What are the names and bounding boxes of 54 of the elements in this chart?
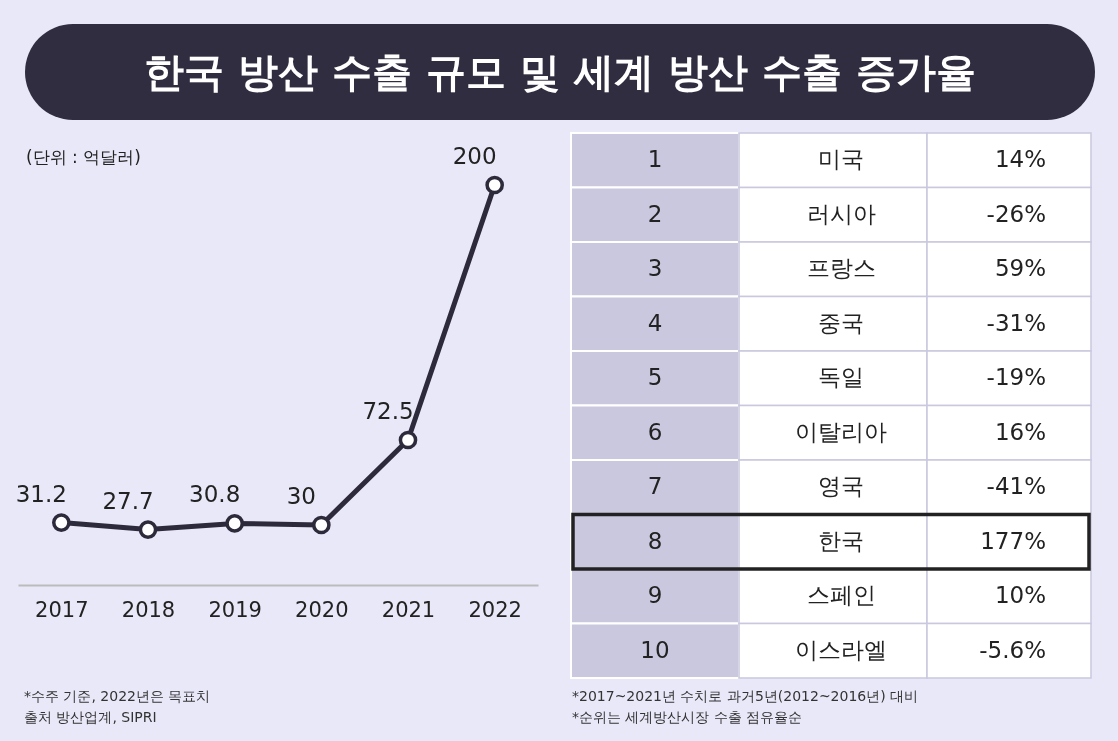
y2-tick-label: 이스라엘 xyxy=(795,636,887,663)
data-label: 10% xyxy=(994,582,1046,609)
point xyxy=(225,514,244,533)
y-tick-label: 5 xyxy=(647,364,663,391)
text: *수주 기준, 2022년은 목표치 xyxy=(24,687,211,706)
data-label: 31.2 xyxy=(15,480,67,507)
point xyxy=(138,520,158,539)
data-label: -5.6% xyxy=(979,636,1046,663)
data-label: 30.8 xyxy=(189,481,241,508)
y2-tick-label: 영국 xyxy=(818,473,864,500)
y-axis-title: (단위 : 억달러) xyxy=(26,146,141,169)
chart-title: 한국 방산 수출 규모 및 세계 방산 수출 증가율 xyxy=(25,24,1095,120)
source-note: 출처 방산업계, SIPRI xyxy=(24,708,158,727)
y2-tick-label: 스페인 xyxy=(806,582,876,609)
data-label: -31% xyxy=(986,309,1046,336)
text: *2017~2021년 수치로 과거5년(2012~2016년) 대비 xyxy=(572,687,919,706)
y-tick-label: 4 xyxy=(647,309,663,336)
y2-tick-label: 미국 xyxy=(818,146,864,173)
data-label: -19% xyxy=(986,364,1046,391)
data-label: -41% xyxy=(986,473,1046,500)
x-tick-label: 2017 xyxy=(35,597,89,622)
y-tick-label: 2 xyxy=(647,200,663,227)
y-tick-label: 10 xyxy=(640,636,670,663)
data-label: 27.7 xyxy=(102,487,154,514)
y2-tick-label: 한국 xyxy=(818,527,864,554)
y2-tick-label: 프랑스 xyxy=(806,255,876,282)
y-tick-label: 3 xyxy=(647,255,663,282)
point xyxy=(52,513,71,532)
y-tick-label: 7 xyxy=(647,473,663,500)
data-label: 30 xyxy=(286,483,316,509)
y2-tick-label: 독일 xyxy=(818,364,864,391)
data-label: 200 xyxy=(452,143,497,169)
y2-tick-label: 이탈리아 xyxy=(795,418,887,445)
x-tick-label: 2021 xyxy=(381,597,436,622)
y-tick-label: 9 xyxy=(647,582,663,609)
y2-tick-label: 중국 xyxy=(818,309,864,336)
data-label: 72.5 xyxy=(362,398,414,424)
y2-tick-label: 러시아 xyxy=(806,200,876,227)
data-label: 16% xyxy=(994,418,1046,445)
data-label: 177% xyxy=(980,527,1046,554)
point xyxy=(312,515,331,535)
data-label: -26% xyxy=(986,200,1046,227)
y-tick-label: 8 xyxy=(647,527,663,554)
point xyxy=(485,175,504,195)
x-tick-label: 2020 xyxy=(295,597,349,622)
data-label: 59% xyxy=(994,255,1046,282)
x-tick-label: 2019 xyxy=(208,597,262,622)
y-tick-label: 6 xyxy=(647,418,663,445)
point xyxy=(398,430,418,450)
y-tick-label: 1 xyxy=(647,146,663,173)
data-label: 14% xyxy=(994,146,1046,173)
text: *순위는 세계방산시장 수출 점유율순 xyxy=(572,708,804,727)
x-tick-label: 2022 xyxy=(468,597,522,622)
x-tick-label: 2018 xyxy=(121,597,176,622)
